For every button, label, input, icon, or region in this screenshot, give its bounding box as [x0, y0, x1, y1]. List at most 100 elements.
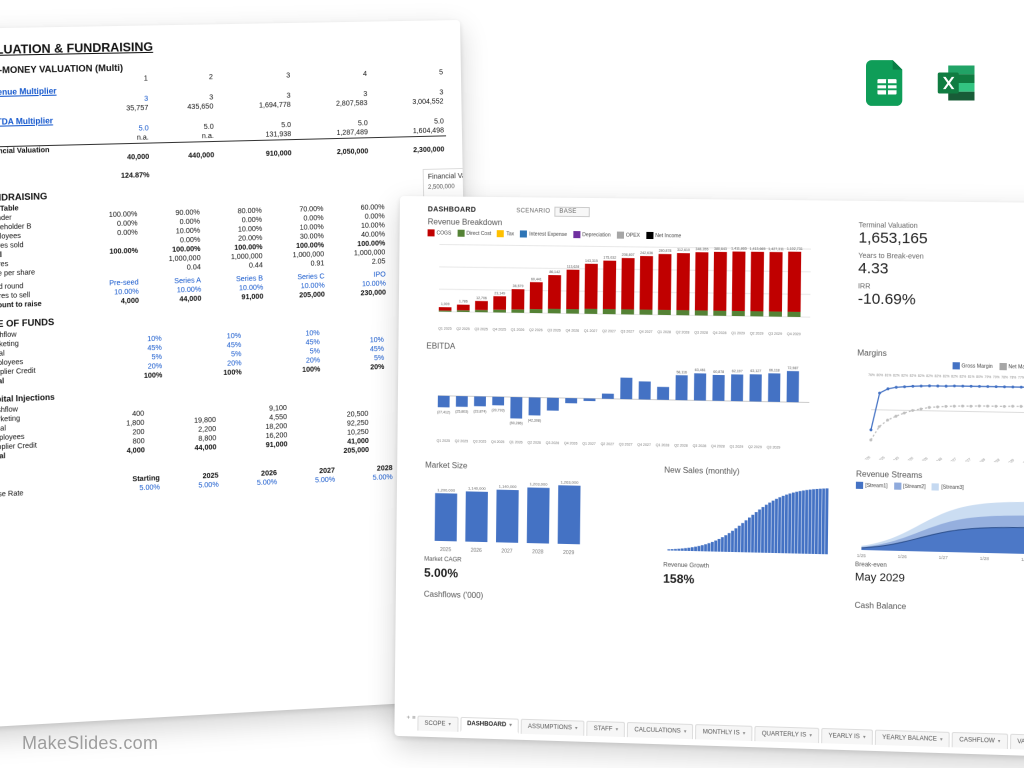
tab-valuation[interactable]: VALUATION ▾ — [1010, 734, 1024, 751]
mini-chart-title: Financial Valuation — [428, 171, 472, 181]
svg-text:Q1 2027: Q1 2027 — [944, 457, 957, 463]
svg-text:Q2 2025: Q2 2025 — [872, 455, 885, 462]
svg-text:Q4 2025: Q4 2025 — [901, 456, 914, 463]
cash-balance-panel: Cash Balance — [855, 601, 1024, 618]
scenario-selector[interactable]: BASE — [554, 206, 590, 216]
svg-text:Q3 2027: Q3 2027 — [619, 442, 633, 446]
svg-text:Q4 2028: Q4 2028 — [711, 444, 725, 448]
kpi: IRR-10.69% — [858, 283, 1024, 310]
svg-text:Q1 2025: Q1 2025 — [437, 439, 450, 443]
new-sales-panel: New Sales (monthly) Revenue Growth 158% — [663, 465, 833, 589]
tab-yearly-is[interactable]: YEARLY IS ▾ — [821, 728, 873, 745]
svg-text:66,118: 66,118 — [769, 368, 780, 372]
svg-text:Q3 2027: Q3 2027 — [621, 329, 635, 333]
svg-text:Q2 2028: Q2 2028 — [987, 458, 1001, 463]
svg-text:1/25: 1/25 — [857, 553, 867, 558]
tab-quarterly-is[interactable]: QUARTERLY IS ▾ — [754, 726, 819, 743]
svg-text:113,628: 113,628 — [567, 265, 580, 269]
revenue-breakdown-panel: Revenue Breakdown COGSDirect CostTaxInte… — [427, 217, 836, 338]
svg-text:72,987: 72,987 — [787, 366, 798, 370]
svg-text:79%: 79% — [985, 375, 992, 379]
svg-text:2027: 2027 — [501, 548, 512, 554]
svg-text:Q2 2026: Q2 2026 — [529, 328, 543, 332]
svg-text:58,116: 58,116 — [676, 370, 687, 374]
svg-text:1,263,000: 1,263,000 — [560, 479, 579, 484]
premoney-table: 12345 Revenue Multiplier 33333 35,757435… — [0, 68, 447, 184]
svg-text:Q1 2029: Q1 2029 — [730, 445, 744, 449]
svg-text:(27,412): (27,412) — [437, 410, 450, 414]
dashboard-title: DASHBOARD — [428, 206, 476, 214]
tab-cashflow[interactable]: CASHFLOW ▾ — [952, 732, 1008, 749]
svg-text:77%: 77% — [1018, 376, 1024, 380]
svg-text:Q1 2025: Q1 2025 — [858, 455, 871, 463]
svg-text:80%: 80% — [876, 373, 883, 377]
svg-text:82%: 82% — [951, 374, 958, 378]
svg-text:Q2 2029: Q2 2029 — [750, 331, 764, 335]
dashboard-sheet: DASHBOARD SCENARIO BASE Revenue Breakdow… — [394, 196, 1024, 756]
svg-text:380,643: 380,643 — [714, 247, 727, 251]
tab-yearly-balance[interactable]: YEARLY BALANCE ▾ — [875, 730, 950, 748]
tab-staff[interactable]: STAFF ▾ — [587, 721, 626, 737]
svg-text:(25,803): (25,803) — [455, 410, 468, 414]
svg-text:Q4 2029: Q4 2029 — [787, 332, 801, 336]
svg-text:Q2 2028: Q2 2028 — [674, 443, 688, 447]
svg-text:60,441: 60,441 — [531, 277, 542, 281]
revenue-breakdown-chart: 1,009Q1 20251,786Q2 202512,706Q3 202523,… — [427, 236, 814, 337]
svg-text:Q2 2025: Q2 2025 — [455, 439, 469, 443]
svg-text:Q1 2027: Q1 2027 — [584, 329, 598, 333]
svg-text:1,413,665: 1,413,665 — [750, 247, 766, 251]
svg-text:Q3 2025: Q3 2025 — [473, 439, 487, 443]
svg-text:Q1 2029: Q1 2029 — [1002, 458, 1016, 463]
svg-text:2025: 2025 — [440, 547, 451, 553]
svg-text:78%: 78% — [1010, 375, 1017, 379]
svg-text:81%: 81% — [885, 373, 892, 377]
svg-text:82%: 82% — [910, 374, 917, 378]
svg-text:82%: 82% — [901, 374, 908, 378]
svg-text:Q4 2025: Q4 2025 — [491, 440, 505, 444]
svg-text:1,009: 1,009 — [441, 302, 450, 306]
tab-dashboard[interactable]: DASHBOARD ▾ — [460, 717, 519, 734]
svg-text:Q3 2025: Q3 2025 — [474, 327, 488, 331]
svg-text:79%: 79% — [993, 375, 1000, 379]
tab-calculations[interactable]: CALCULATIONS ▾ — [627, 722, 693, 739]
svg-text:63,461: 63,461 — [695, 368, 706, 372]
tab-scope[interactable]: SCOPE ▾ — [417, 716, 458, 732]
svg-text:1,102,731: 1,102,731 — [787, 247, 803, 251]
svg-text:Q4 2026: Q4 2026 — [564, 441, 578, 445]
svg-text:Q3 2026: Q3 2026 — [547, 328, 561, 332]
svg-text:Q3 2028: Q3 2028 — [694, 331, 708, 335]
svg-text:Q1 2027: Q1 2027 — [582, 442, 596, 446]
ebitda-chart: (27,412) Q1 2025 (25,803) Q2 2025 (23,874) Q3… — [425, 353, 811, 451]
svg-text:1,200,000: 1,200,000 — [437, 487, 456, 492]
tab-monthly-is[interactable]: MONTHLY IS ▾ — [695, 724, 752, 741]
svg-text:(23,874): (23,874) — [473, 409, 486, 413]
svg-text:Q4 2025: Q4 2025 — [493, 327, 507, 331]
svg-text:346,355: 346,355 — [696, 247, 709, 251]
svg-text:82%: 82% — [943, 374, 950, 378]
svg-text:Q1 2028: Q1 2028 — [657, 330, 671, 334]
cashflows-panel: Cashflows ('000) — [424, 590, 641, 608]
add-sheet-button[interactable]: + — [406, 715, 410, 730]
svg-text:280,878: 280,878 — [659, 249, 672, 253]
svg-text:Q3 2026: Q3 2026 — [546, 441, 560, 445]
svg-text:Q1 2028: Q1 2028 — [973, 457, 986, 462]
cap-table: Cap Table Founder100.00%90.00%80.00%70.0… — [0, 192, 449, 311]
svg-text:Q3 2029: Q3 2029 — [767, 445, 781, 449]
svg-text:82%: 82% — [935, 374, 942, 378]
tab-assumptions[interactable]: ASSUMPTIONS ▾ — [521, 719, 585, 736]
svg-text:175,032: 175,032 — [603, 256, 616, 260]
svg-text:(20,793): (20,793) — [492, 408, 505, 412]
kpi: Terminal Valuation1,653,165 — [858, 222, 1024, 249]
svg-text:Q3 2025: Q3 2025 — [887, 456, 900, 463]
svg-text:1,786: 1,786 — [459, 300, 468, 304]
google-sheets-icon — [866, 60, 908, 106]
sheets-menu-button[interactable]: ≡ — [412, 715, 416, 730]
svg-text:Q4 2028: Q4 2028 — [713, 331, 727, 335]
svg-text:1/27: 1/27 — [939, 555, 949, 560]
svg-text:Q2 2027: Q2 2027 — [601, 442, 615, 446]
margins-chart: 76%80%81%82%82%82%82%82%82%82%82%82%81%8… — [856, 368, 1024, 463]
kpi: Years to Break-even4.33 — [858, 253, 1024, 280]
svg-text:Q4 2027: Q4 2027 — [637, 443, 651, 447]
kpi-column: Terminal Valuation1,653,165 Years to Brea… — [857, 222, 1024, 341]
svg-text:82%: 82% — [918, 374, 925, 378]
